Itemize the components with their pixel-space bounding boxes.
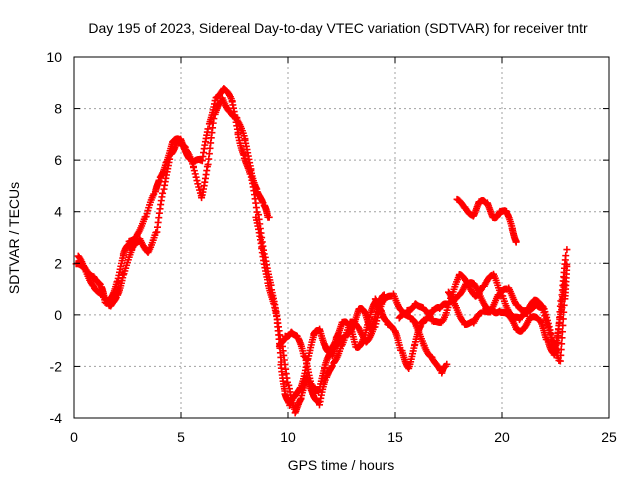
data-point [547, 330, 555, 338]
grid-lines [74, 57, 609, 418]
data-point [190, 167, 198, 175]
data-point [270, 300, 278, 308]
data-point [194, 180, 202, 188]
y-tick-label: 4 [54, 204, 62, 220]
data-point [189, 163, 197, 171]
y-tick-label: 0 [54, 307, 62, 323]
series-track-2 [74, 94, 273, 310]
plot-frame [73, 56, 610, 419]
y-tick-label: 10 [46, 49, 62, 65]
series-track-6 [445, 274, 569, 359]
data-point [443, 360, 451, 368]
y-axis-label: SDTVAR / TECUs [6, 182, 22, 294]
y-tick-label: 2 [54, 255, 62, 271]
data-point [558, 340, 566, 348]
data-point [563, 261, 571, 269]
x-tick-label: 0 [70, 429, 78, 445]
data-point [544, 319, 552, 327]
data-point [560, 274, 568, 282]
data-point [191, 170, 199, 178]
x-tick-label: 25 [601, 429, 617, 445]
series-track-7 [453, 195, 520, 246]
data-point [166, 155, 174, 163]
data-point [545, 323, 553, 331]
data-point [265, 213, 273, 221]
data-point [193, 177, 201, 185]
x-tick-label: 10 [280, 429, 296, 445]
y-tick-label: 8 [54, 101, 62, 117]
data-point [546, 326, 554, 334]
data-point [210, 115, 218, 123]
data-point [192, 173, 200, 181]
data-point [563, 246, 571, 254]
data-point [562, 252, 570, 260]
data-points [72, 85, 571, 417]
data-point [300, 352, 308, 360]
chart-title: Day 195 of 2023, Sidereal Day-to-day VTE… [88, 20, 588, 36]
data-point [204, 125, 212, 133]
y-tick-label: 6 [54, 152, 62, 168]
data-point [337, 342, 345, 350]
x-tick-label: 15 [387, 429, 403, 445]
x-tick-label: 5 [177, 429, 185, 445]
x-axis-label: GPS time / hours [288, 457, 395, 473]
data-point [512, 238, 520, 246]
y-axis-ticks: -4 -2 0 2 4 6 8 10 [46, 49, 609, 426]
data-point [159, 189, 167, 197]
x-tick-label: 20 [494, 429, 510, 445]
y-tick-label: -4 [50, 410, 63, 426]
x-axis-ticks: 0 5 10 15 20 25 [70, 57, 617, 445]
y-tick-label: -2 [50, 358, 63, 374]
